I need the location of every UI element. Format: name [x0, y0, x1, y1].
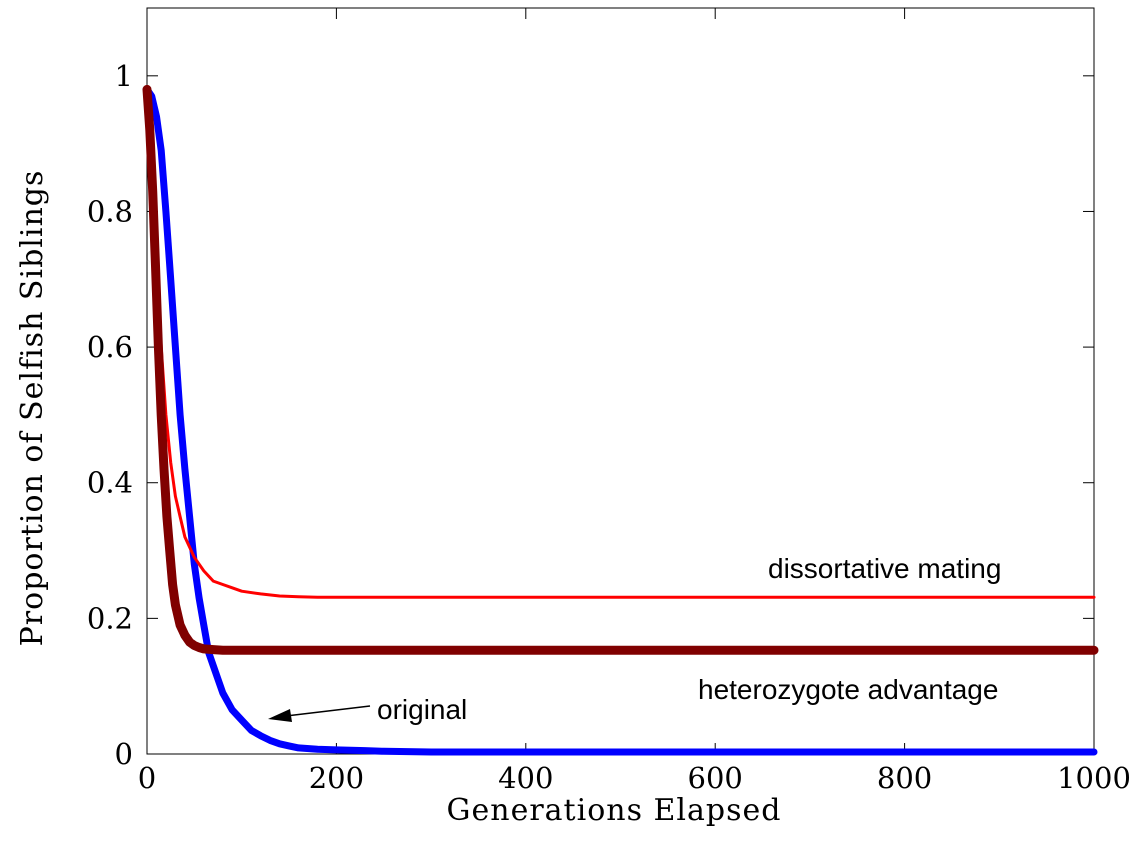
y-tick-label: 0 — [115, 737, 133, 771]
x-tick-label: 200 — [309, 761, 364, 795]
series-line-original — [143, 85, 1098, 756]
x-axis-title: Generations Elapsed — [447, 793, 782, 828]
y-tick-label: 0.8 — [87, 194, 133, 228]
annotation-original: original — [377, 694, 467, 725]
x-tick-label: 0 — [138, 761, 156, 795]
x-tick-label: 400 — [498, 761, 553, 795]
x-tick-label: 600 — [688, 761, 743, 795]
y-tick-label: 1 — [115, 59, 133, 93]
original-arrow — [268, 705, 371, 722]
y-tick-label: 0.2 — [87, 601, 133, 635]
x-tick-labels: 0 200 400 600 800 1000 — [138, 761, 1131, 795]
plot-area — [146, 7, 1095, 755]
y-tick-label: 0.4 — [87, 466, 133, 500]
annotation-heterozygote: heterozygote advantage — [698, 674, 998, 705]
x-tick-label: 800 — [877, 761, 932, 795]
y-tick-labels: 0 0.2 0.4 0.6 0.8 1 — [87, 59, 133, 771]
x-tick-label: 1000 — [1057, 761, 1131, 795]
y-axis-title: Proportion of Selfish Siblings — [15, 170, 50, 647]
series-lines — [142, 84, 1099, 756]
series-line-heterozygote — [142, 84, 1099, 655]
y-tick-label: 0.6 — [87, 330, 133, 364]
annotation-dissortative: dissortative mating — [768, 553, 1001, 584]
